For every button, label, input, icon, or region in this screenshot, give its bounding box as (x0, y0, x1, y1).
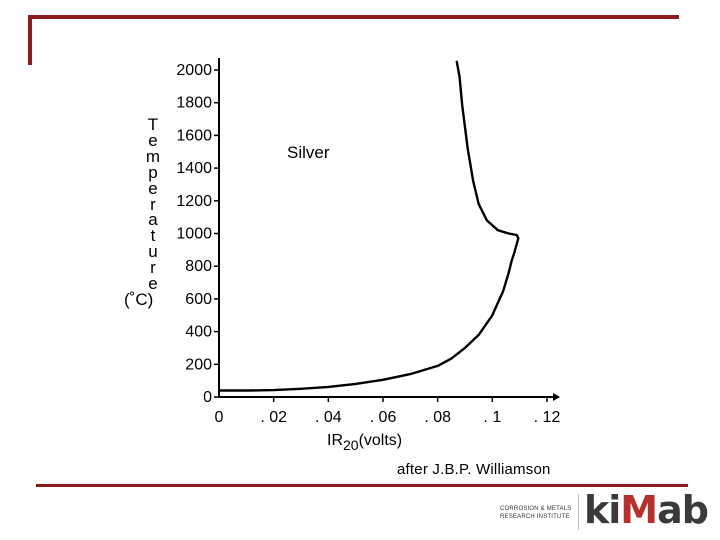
y-tick-label: 1200 (176, 193, 212, 210)
logo-line-2: RESEARCH INSTITUTE (500, 514, 570, 520)
y-axis-unit: (˚C) (124, 290, 154, 309)
x-axis-label-unit: (volts) (358, 432, 403, 449)
y-axis-label-letter: a (148, 210, 158, 230)
y-axis-label-letter: r (150, 194, 156, 214)
series-annotation: Silver (287, 143, 330, 162)
slide-frame-left (28, 15, 32, 65)
x-axis-arrowhead (553, 393, 560, 401)
logo-divider (578, 494, 579, 530)
y-tick-label: 1600 (176, 127, 212, 144)
y-axis-label-letter: T (147, 115, 159, 134)
logo-word-suffix: ab (657, 488, 709, 532)
y-axis-label-letter: m (145, 146, 161, 166)
y-axis-label-letter: e (148, 130, 158, 150)
y-axis-label-letter: r (150, 258, 156, 278)
x-tick-label: . 04 (315, 409, 342, 426)
x-tick-label: . 12 (534, 409, 561, 426)
x-tick-label: . 1 (483, 409, 501, 426)
logo-word-accent: M (620, 488, 658, 532)
y-axis-label-letter: p (148, 162, 158, 182)
y-axis-label-letter: e (148, 178, 158, 198)
y-tick-label: 600 (185, 291, 212, 308)
y-tick-label: 800 (185, 258, 212, 275)
x-tick-label: . 06 (370, 409, 397, 426)
y-tick-label: 400 (185, 324, 212, 341)
y-tick-label: 1800 (176, 95, 212, 112)
slide-frame-top (28, 15, 679, 19)
x-tick-label: . 02 (260, 409, 287, 426)
y-axis-label-letter: e (148, 274, 158, 294)
logo-wordmark: kiMab (584, 488, 709, 532)
y-tick-label: 1000 (176, 226, 212, 243)
x-axis-label-main: IR (327, 432, 343, 449)
logo-word-prefix: ki (584, 488, 621, 532)
logo-institute-name: CORROSION & METALS RESEARCH INSTITUTE (500, 505, 580, 521)
x-tick-label: . 08 (424, 409, 451, 426)
source-credit: after J.B.P. Williamson (397, 461, 551, 478)
slide-frame-bottom (36, 484, 688, 487)
y-tick-label: 1400 (176, 160, 212, 177)
y-axis-label-letter: u (148, 242, 158, 262)
x-axis-label-subscript: 20 (343, 437, 359, 453)
series-line (217, 60, 520, 392)
y-tick-label: 200 (185, 356, 212, 373)
y-tick-label: 2000 (176, 62, 212, 79)
logo-line-1: CORROSION & METALS (500, 506, 572, 512)
x-axis-label: IR20(volts) (327, 432, 402, 453)
y-tick-label: 0 (203, 389, 212, 406)
y-axis-label-letter: t (150, 226, 156, 246)
x-tick-label: 0 (215, 409, 224, 426)
